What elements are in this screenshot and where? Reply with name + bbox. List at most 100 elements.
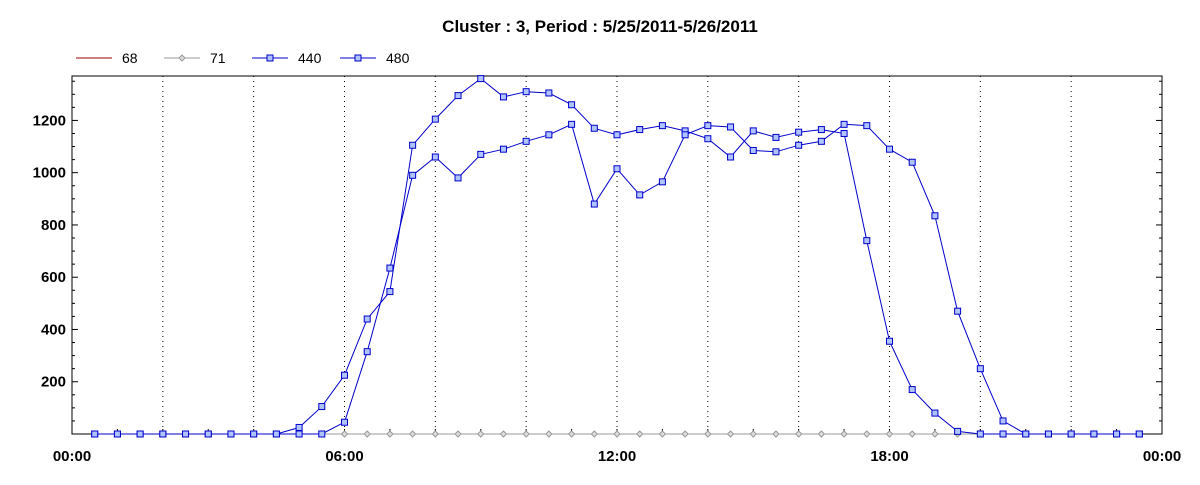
data-point-71 — [477, 430, 485, 438]
data-point-440 — [386, 288, 394, 296]
legend-label-440: 440 — [298, 50, 322, 66]
data-point-480 — [568, 120, 576, 128]
data-point-440 — [613, 131, 621, 139]
data-point-480 — [1044, 430, 1052, 438]
data-point-440 — [976, 430, 984, 438]
data-point-71 — [704, 430, 712, 438]
data-point-480 — [341, 418, 348, 426]
data-point-480 — [727, 123, 735, 131]
data-point-440 — [999, 430, 1007, 438]
data-point-440 — [295, 423, 303, 431]
x-tick-label: 06:00 — [325, 448, 363, 465]
data-point-440 — [409, 141, 417, 149]
x-tick-label: 12:00 — [598, 448, 636, 465]
data-point-71 — [931, 430, 939, 438]
data-point-480 — [886, 145, 893, 153]
data-point-480 — [318, 430, 326, 438]
x-tick-label: 00:00 — [53, 448, 91, 465]
data-point-71 — [340, 430, 349, 438]
data-point-440 — [704, 135, 712, 143]
data-point-440 — [363, 315, 371, 323]
data-point-480 — [499, 145, 507, 153]
data-point-480 — [477, 150, 485, 158]
data-point-71 — [863, 430, 871, 438]
data-point-480 — [227, 430, 235, 438]
y-tick-label: 800 — [41, 217, 66, 234]
data-point-71 — [567, 430, 576, 438]
data-point-480 — [954, 307, 962, 315]
y-tick-label: 600 — [41, 269, 66, 286]
data-point-71 — [408, 430, 417, 438]
data-point-440 — [590, 124, 598, 132]
data-point-480 — [91, 430, 99, 438]
data-point-480 — [295, 430, 303, 438]
data-point-480 — [1113, 430, 1121, 438]
legend-item-71: 71 — [164, 50, 226, 66]
data-point-480 — [1022, 430, 1030, 438]
data-point-440 — [772, 133, 780, 141]
series-group — [91, 75, 1143, 438]
data-point-440 — [840, 129, 848, 137]
grid-lines — [162, 76, 1072, 434]
axes: 00:00 06:00 12:00 18:00 00:00 200 400 600 800 100… — [33, 75, 1181, 465]
data-point-480 — [658, 178, 666, 186]
data-point-480 — [590, 200, 598, 208]
data-point-480 — [795, 141, 803, 149]
legend: 68 71 440 480 — [76, 50, 410, 66]
data-point-440 — [954, 427, 962, 435]
data-point-480 — [863, 122, 871, 130]
data-point-480 — [182, 430, 190, 438]
data-point-71 — [499, 430, 508, 438]
data-point-480 — [704, 122, 712, 130]
data-point-71 — [454, 430, 462, 438]
data-point-71 — [636, 430, 644, 438]
y-tick-label: 1200 — [33, 112, 66, 129]
data-point-440 — [454, 92, 462, 100]
y-tick-label: 1000 — [33, 165, 66, 182]
data-point-71 — [749, 430, 757, 438]
data-point-480 — [976, 365, 984, 373]
data-point-480 — [817, 137, 825, 145]
data-point-440 — [318, 403, 326, 411]
data-point-440 — [658, 122, 666, 130]
data-point-71 — [817, 430, 826, 438]
data-point-71 — [613, 430, 621, 438]
data-point-440 — [886, 337, 893, 345]
data-point-71 — [908, 430, 916, 438]
legend-label-71: 71 — [210, 50, 226, 66]
data-point-440 — [477, 75, 485, 83]
x-tick-label: 18:00 — [870, 448, 908, 465]
plot-frame — [71, 75, 1163, 435]
data-point-480 — [409, 171, 417, 179]
data-point-71 — [840, 430, 848, 438]
data-point-440 — [522, 88, 530, 96]
data-point-480 — [250, 430, 258, 438]
data-point-71 — [590, 430, 598, 438]
data-point-440 — [817, 126, 825, 134]
data-point-480 — [772, 148, 780, 156]
y-tick-label: 200 — [41, 374, 66, 391]
data-point-71 — [431, 430, 440, 438]
data-point-440 — [795, 128, 803, 136]
data-point-440 — [931, 409, 939, 417]
data-point-480 — [636, 191, 644, 199]
legend-marker-480 — [354, 54, 362, 62]
data-point-480 — [113, 430, 121, 438]
data-point-71 — [885, 430, 894, 438]
data-point-480 — [136, 430, 144, 438]
data-point-71 — [681, 430, 689, 438]
legend-label-68: 68 — [122, 50, 138, 66]
data-point-440 — [749, 127, 757, 135]
data-point-440 — [545, 89, 553, 97]
legend-item-68: 68 — [76, 50, 138, 66]
data-point-440 — [636, 126, 644, 134]
legend-item-440: 440 — [252, 50, 322, 66]
data-point-440 — [568, 101, 576, 109]
data-point-480 — [681, 131, 689, 139]
data-point-480 — [522, 137, 530, 145]
data-point-480 — [908, 158, 916, 166]
data-point-480 — [749, 146, 757, 154]
data-point-71 — [658, 430, 667, 438]
chart-title: Cluster : 3, Period : 5/25/2011-5/26/201… — [442, 17, 758, 36]
